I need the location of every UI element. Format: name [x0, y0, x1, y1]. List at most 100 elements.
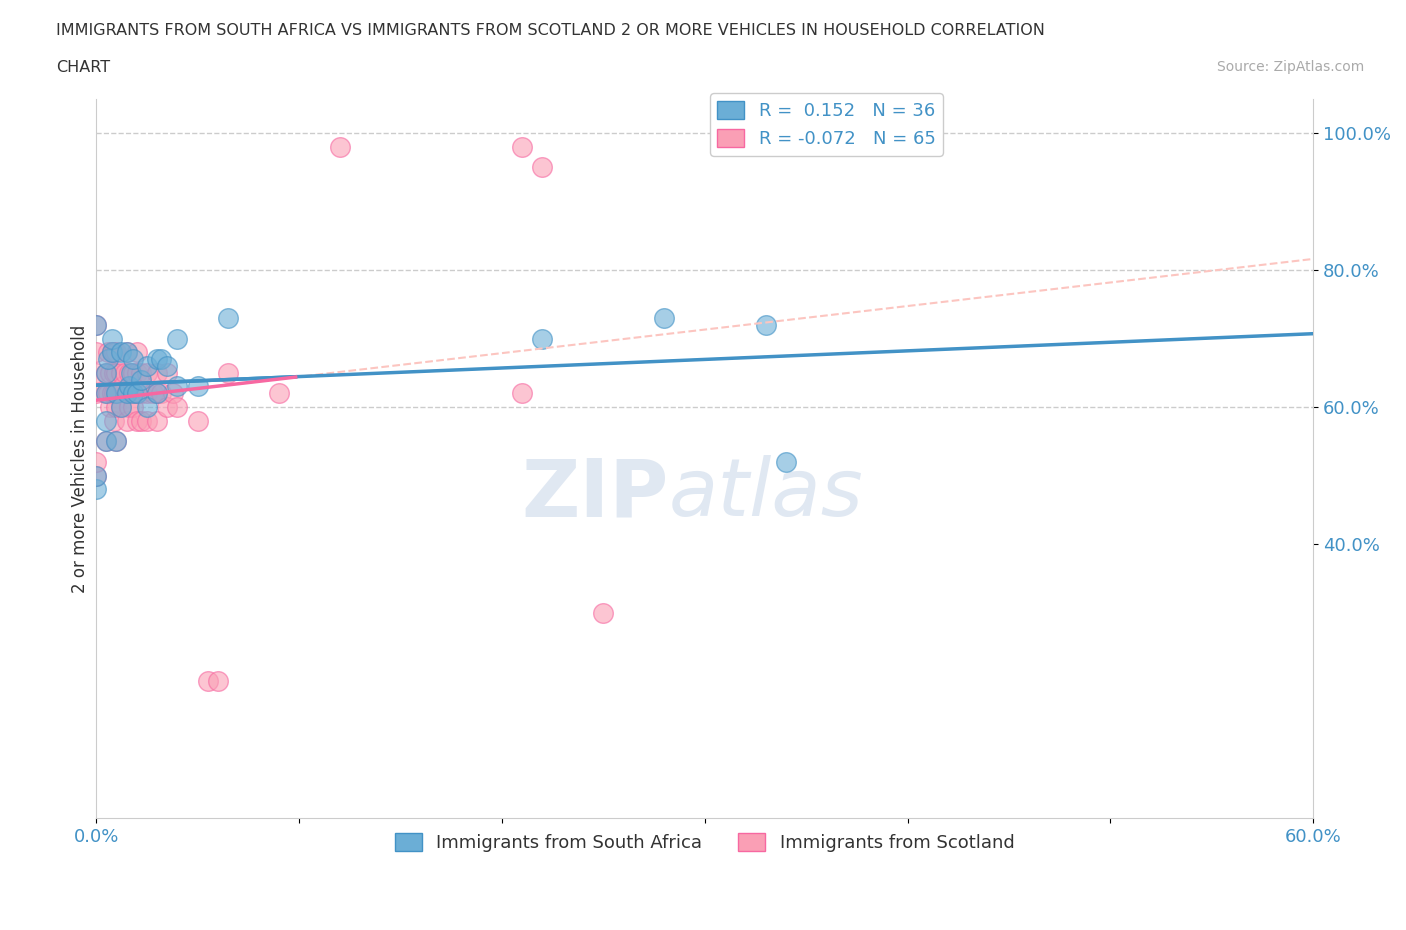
- Point: [125, 365, 148, 380]
- Point: [103, 386, 125, 401]
- Point: [150, 386, 173, 401]
- Point: [97, 352, 120, 366]
- Point: [217, 311, 239, 325]
- Point: [115, 386, 138, 401]
- Point: [103, 413, 125, 428]
- Point: [146, 386, 169, 401]
- Point: [510, 386, 533, 401]
- Point: [84, 317, 107, 332]
- Point: [84, 345, 107, 360]
- Text: Source: ZipAtlas.com: Source: ZipAtlas.com: [1216, 60, 1364, 74]
- Text: IMMIGRANTS FROM SOUTH AFRICA VS IMMIGRANTS FROM SCOTLAND 2 OR MORE VEHICLES IN H: IMMIGRANTS FROM SOUTH AFRICA VS IMMIGRAN…: [56, 23, 1045, 38]
- Point: [115, 345, 138, 360]
- Point: [120, 386, 142, 401]
- Point: [162, 386, 184, 401]
- Point: [121, 400, 143, 415]
- Point: [121, 352, 143, 366]
- Point: [84, 365, 107, 380]
- Point: [96, 433, 118, 448]
- Point: [129, 365, 152, 380]
- Point: [775, 455, 797, 470]
- Point: [110, 400, 132, 415]
- Point: [156, 400, 179, 415]
- Point: [125, 413, 148, 428]
- Text: ZIP: ZIP: [522, 456, 668, 534]
- Y-axis label: 2 or more Vehicles in Household: 2 or more Vehicles in Household: [72, 325, 89, 592]
- Point: [187, 413, 209, 428]
- Point: [166, 379, 188, 394]
- Point: [135, 413, 157, 428]
- Point: [166, 331, 188, 346]
- Point: [156, 365, 179, 380]
- Point: [267, 386, 290, 401]
- Text: atlas: atlas: [668, 456, 863, 534]
- Point: [117, 400, 139, 415]
- Text: CHART: CHART: [56, 60, 110, 75]
- Point: [96, 365, 118, 380]
- Point: [114, 365, 136, 380]
- Point: [84, 468, 107, 483]
- Point: [96, 365, 118, 380]
- Point: [117, 365, 139, 380]
- Point: [115, 386, 138, 401]
- Point: [84, 386, 107, 401]
- Point: [592, 605, 614, 620]
- Point: [110, 345, 132, 360]
- Point: [146, 413, 169, 428]
- Point: [146, 352, 169, 366]
- Legend: Immigrants from South Africa, Immigrants from Scotland: Immigrants from South Africa, Immigrants…: [388, 826, 1022, 859]
- Point: [105, 386, 128, 401]
- Point: [96, 386, 118, 401]
- Point: [652, 311, 675, 325]
- Point: [84, 482, 107, 497]
- Point: [115, 413, 138, 428]
- Point: [105, 400, 128, 415]
- Point: [156, 358, 179, 373]
- Point: [105, 433, 128, 448]
- Point: [197, 673, 219, 688]
- Point: [125, 386, 148, 401]
- Point: [101, 345, 124, 360]
- Point: [125, 386, 148, 401]
- Point: [217, 365, 239, 380]
- Point: [110, 400, 132, 415]
- Point: [97, 345, 120, 360]
- Point: [110, 365, 132, 380]
- Point: [531, 331, 554, 346]
- Point: [96, 433, 118, 448]
- Point: [101, 386, 124, 401]
- Point: [101, 331, 124, 346]
- Point: [96, 386, 118, 401]
- Point: [135, 365, 157, 380]
- Point: [103, 365, 125, 380]
- Point: [129, 386, 152, 401]
- Point: [84, 455, 107, 470]
- Point: [97, 386, 120, 401]
- Point: [105, 345, 128, 360]
- Point: [755, 317, 778, 332]
- Point: [84, 317, 107, 332]
- Point: [146, 386, 169, 401]
- Point: [103, 345, 125, 360]
- Point: [146, 365, 169, 380]
- Point: [129, 372, 152, 387]
- Point: [135, 400, 157, 415]
- Point: [96, 413, 118, 428]
- Point: [187, 379, 209, 394]
- Point: [329, 140, 352, 154]
- Point: [207, 673, 229, 688]
- Point: [129, 413, 152, 428]
- Point: [125, 345, 148, 360]
- Point: [142, 386, 165, 401]
- Point: [105, 365, 128, 380]
- Point: [105, 386, 128, 401]
- Point: [100, 400, 122, 415]
- Point: [531, 160, 554, 175]
- Point: [111, 379, 134, 394]
- Point: [510, 140, 533, 154]
- Point: [135, 386, 157, 401]
- Point: [117, 379, 139, 394]
- Point: [120, 365, 142, 380]
- Point: [105, 433, 128, 448]
- Point: [166, 400, 188, 415]
